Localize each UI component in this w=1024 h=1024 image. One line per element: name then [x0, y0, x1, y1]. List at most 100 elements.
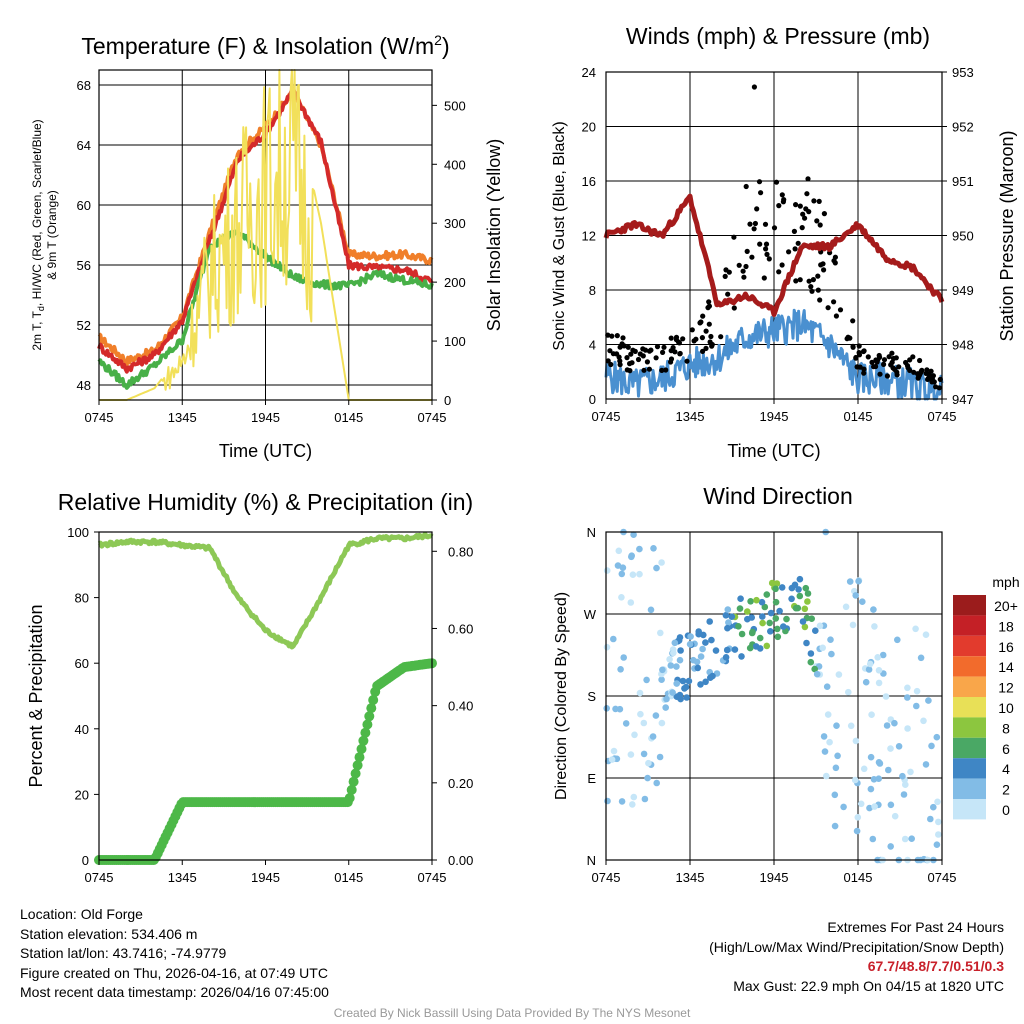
y-tick-label: 12 [582, 229, 596, 244]
direction-point [667, 662, 675, 669]
gust-point [617, 358, 623, 364]
gust-point [889, 350, 895, 356]
y-axis-label-line2: & 9m T (Orange) [45, 190, 59, 280]
y-axis-label-line1: 2m T, Td, HI/WC (Red, Green, Scarlet/Blu… [30, 119, 46, 350]
direction-point [870, 776, 878, 783]
y-tick-label: 0 [82, 853, 89, 868]
direction-point [653, 564, 660, 572]
direction-point [738, 653, 745, 660]
direction-point [724, 624, 731, 632]
precip-point [366, 703, 377, 714]
direction-point [891, 812, 899, 820]
gust-point [886, 354, 892, 360]
direction-point [702, 639, 709, 646]
direction-point [724, 606, 732, 613]
gust-point [663, 367, 669, 373]
direction-point [860, 765, 868, 773]
direction-point [799, 618, 807, 625]
extremes-title: Extremes For Past 24 Hours [827, 919, 1004, 935]
legend-label: 4 [1002, 761, 1010, 777]
y-axis-label: Percent & Precipitation [26, 604, 46, 787]
y-tick-label: 100 [67, 525, 89, 540]
direction-point [676, 691, 684, 699]
direction-point [935, 831, 942, 838]
gust-point [718, 334, 724, 340]
legend-label: 20+ [994, 598, 1018, 614]
gust-point [677, 351, 683, 357]
direction-point [766, 619, 773, 627]
direction-point [834, 752, 841, 760]
direction-point [712, 647, 720, 654]
gust-point [668, 348, 674, 354]
direction-point [615, 547, 623, 555]
direction-point [894, 636, 901, 644]
gust-point [817, 297, 823, 303]
gust-point [877, 354, 883, 360]
y2-tick-label: 949 [952, 283, 974, 298]
gust-point [707, 339, 713, 345]
gust-point [861, 366, 867, 372]
direction-point [679, 677, 687, 685]
gust-point [706, 299, 712, 305]
y-tick-label: 20 [75, 787, 89, 802]
credit-line: Created By Nick Bassill Using Data Provi… [333, 1006, 691, 1020]
direction-point [610, 747, 618, 755]
precip-point [360, 727, 371, 738]
direction-point [882, 693, 890, 700]
direction-point [819, 644, 826, 652]
direction-point [728, 613, 736, 620]
gust-point [684, 358, 690, 364]
direction-point [816, 622, 824, 630]
x-tick-label: 1345 [676, 409, 705, 424]
direction-point [857, 800, 865, 808]
gust-point [793, 202, 799, 208]
direction-point [791, 581, 799, 589]
winds-pressure-panel: 0 4 8 12 16 20 24 947 948 949 950 951 952 953 0745 1345… [551, 23, 1017, 461]
direction-point [913, 687, 921, 695]
direction-point [758, 598, 766, 606]
chart-title: Wind Direction [703, 483, 853, 509]
precip-point [356, 744, 367, 754]
direction-point [722, 654, 730, 661]
direction-point [744, 608, 751, 615]
y-tick-label: N [587, 525, 596, 540]
direction-point [899, 772, 906, 780]
direction-point [832, 764, 840, 772]
direction-point [756, 634, 764, 642]
direction-point [859, 598, 866, 605]
legend-swatch [953, 758, 986, 779]
x-tick-label: 1345 [676, 870, 705, 885]
gust-point [925, 376, 931, 382]
y-tick-label: 64 [77, 138, 91, 153]
legend-label: 2 [1002, 782, 1010, 798]
direction-point [927, 815, 934, 823]
gust-point [761, 275, 767, 281]
y2-tick-label: 200 [444, 275, 466, 290]
gust-point [747, 221, 753, 227]
direction-point [875, 679, 883, 687]
gust-point [780, 199, 787, 205]
gust-point [609, 333, 615, 339]
direction-point [722, 612, 730, 619]
gust-point [816, 198, 822, 204]
gust-point [700, 348, 706, 354]
gust-point [635, 356, 642, 363]
gust-point [709, 343, 715, 349]
gust-point [646, 348, 653, 354]
y-axis-label: Direction (Colored By Speed) [553, 592, 570, 800]
direction-point [883, 722, 891, 729]
direction-point [804, 590, 812, 597]
direction-point [759, 619, 766, 627]
y2-tick-label: 0.60 [448, 621, 473, 636]
direction-point [855, 577, 862, 585]
gust-point [763, 241, 770, 247]
gust-point [818, 262, 824, 268]
gust-point [640, 346, 646, 352]
series-2m-t [97, 86, 434, 374]
gust-point [752, 220, 759, 227]
direction-point [867, 753, 875, 761]
gust-point [754, 206, 760, 212]
gust-point [861, 370, 867, 376]
direction-point [723, 646, 731, 654]
